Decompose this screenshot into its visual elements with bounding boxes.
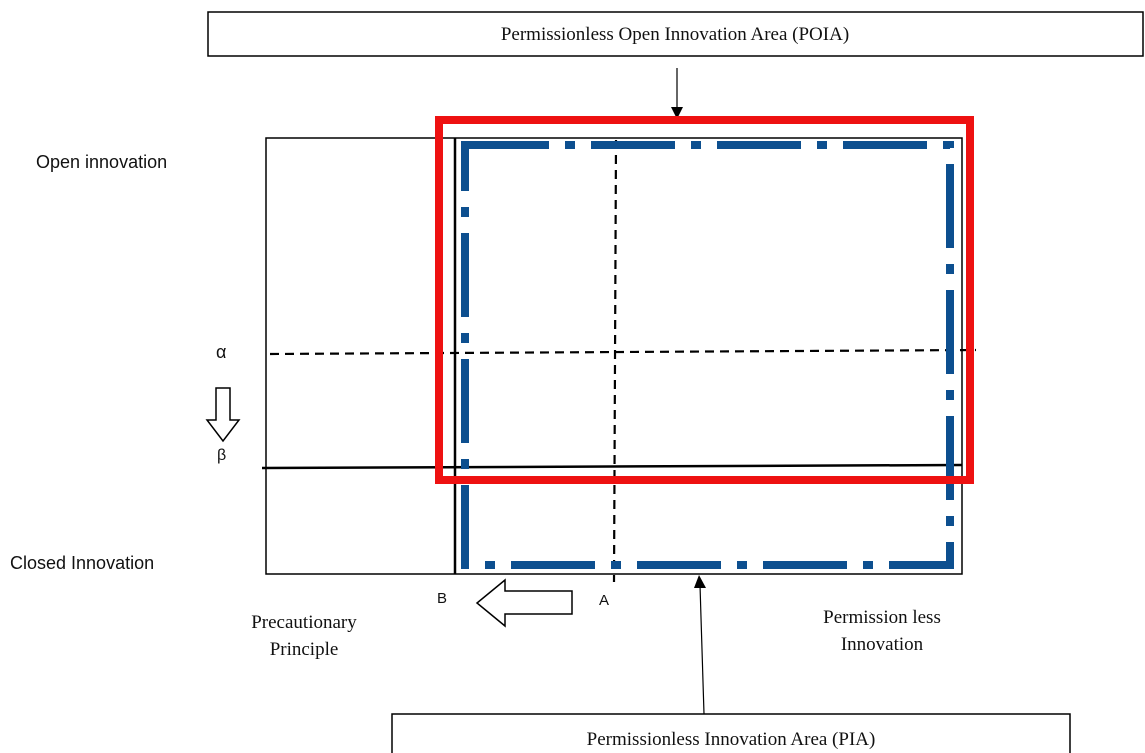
line-a-dashed [612,139,618,583]
pia-pointer-arrowhead [694,575,706,588]
closed-innovation-label: Closed Innovation [10,553,154,573]
b-label: B [437,590,447,607]
left-arrow-icon [475,578,573,628]
open-innovation-label: Open innovation [36,152,167,172]
down-arrow-icon [205,387,241,443]
permissionless-line2: Innovation [841,634,924,655]
poia-label-text: Permissionless Open Innovation Area (POI… [501,24,849,45]
main-matrix-frame [265,137,963,575]
poia-pointer-arrowhead [671,107,683,119]
a-label: A [599,592,609,609]
poia-frame [435,116,974,484]
line-beta-horizontal [261,463,963,470]
pia-pointer-line [699,584,705,715]
line-alpha-dashed [269,348,977,356]
beta-label: β [217,447,226,464]
permissionless-line1: Permission less [823,607,941,628]
alpha-label: α [216,342,226,362]
poia-label-box [207,11,1144,57]
pia-frame [461,141,954,569]
pia-label-box [391,713,1071,753]
precautionary-line1: Precautionary [251,612,357,633]
precautionary-line2: Principle [270,639,339,660]
pia-label-text: Permissionless Innovation Area (PIA) [587,729,876,750]
